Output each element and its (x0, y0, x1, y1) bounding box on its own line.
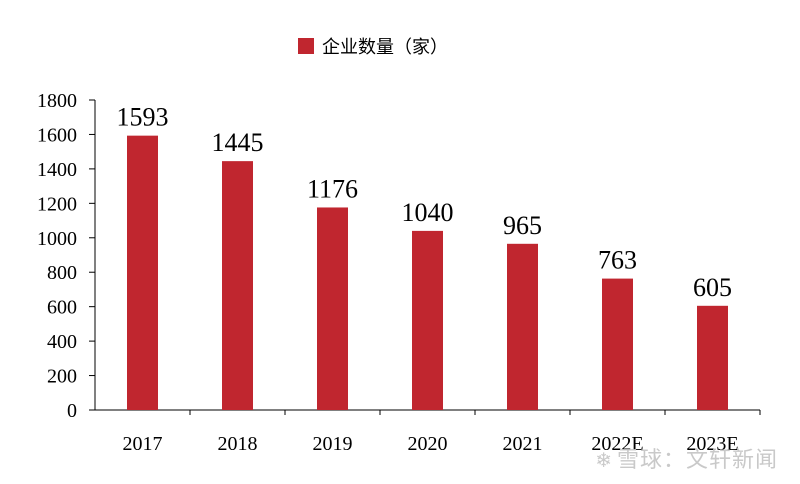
y-tick-label: 600 (47, 297, 77, 319)
data-label: 605 (693, 273, 732, 302)
legend-label: 企业数量（家） (322, 37, 448, 58)
data-label: 1040 (402, 198, 454, 227)
bar (127, 135, 158, 410)
y-tick-label: 1800 (37, 90, 77, 112)
y-tick-label: 1000 (37, 228, 77, 250)
data-label: 1445 (212, 128, 264, 157)
legend-swatch (298, 38, 314, 54)
bar (317, 207, 348, 410)
data-label: 1593 (117, 103, 169, 132)
bar (697, 305, 728, 410)
y-tick-label: 1600 (37, 124, 77, 146)
y-tick-label: 200 (47, 366, 77, 388)
x-tick-label: 2020 (408, 433, 448, 455)
bar (507, 243, 538, 410)
bar (412, 230, 443, 410)
data-label: 1176 (307, 174, 358, 203)
y-tick-label: 800 (47, 262, 77, 284)
y-tick-label: 1400 (37, 159, 77, 181)
x-tick-label: 2017 (123, 433, 163, 455)
y-tick-label: 0 (67, 400, 77, 422)
x-tick-label: 2022E (591, 433, 643, 455)
x-tick-label: 2023E (686, 433, 738, 455)
x-tick-label: 2018 (218, 433, 258, 455)
x-tick-label: 2021 (503, 433, 543, 455)
y-tick-label: 1200 (37, 193, 77, 215)
bar (602, 278, 633, 410)
watermark-text: 雪球：文轩新闻 (616, 448, 778, 473)
watermark: ❄ 雪球：文轩新闻 (595, 442, 778, 474)
data-label: 965 (503, 211, 542, 240)
y-tick-label: 400 (47, 331, 77, 353)
data-label: 763 (598, 246, 637, 275)
snowball-logo-icon: ❄ (595, 448, 613, 472)
x-tick-label: 2019 (313, 433, 353, 455)
bar (222, 161, 253, 410)
